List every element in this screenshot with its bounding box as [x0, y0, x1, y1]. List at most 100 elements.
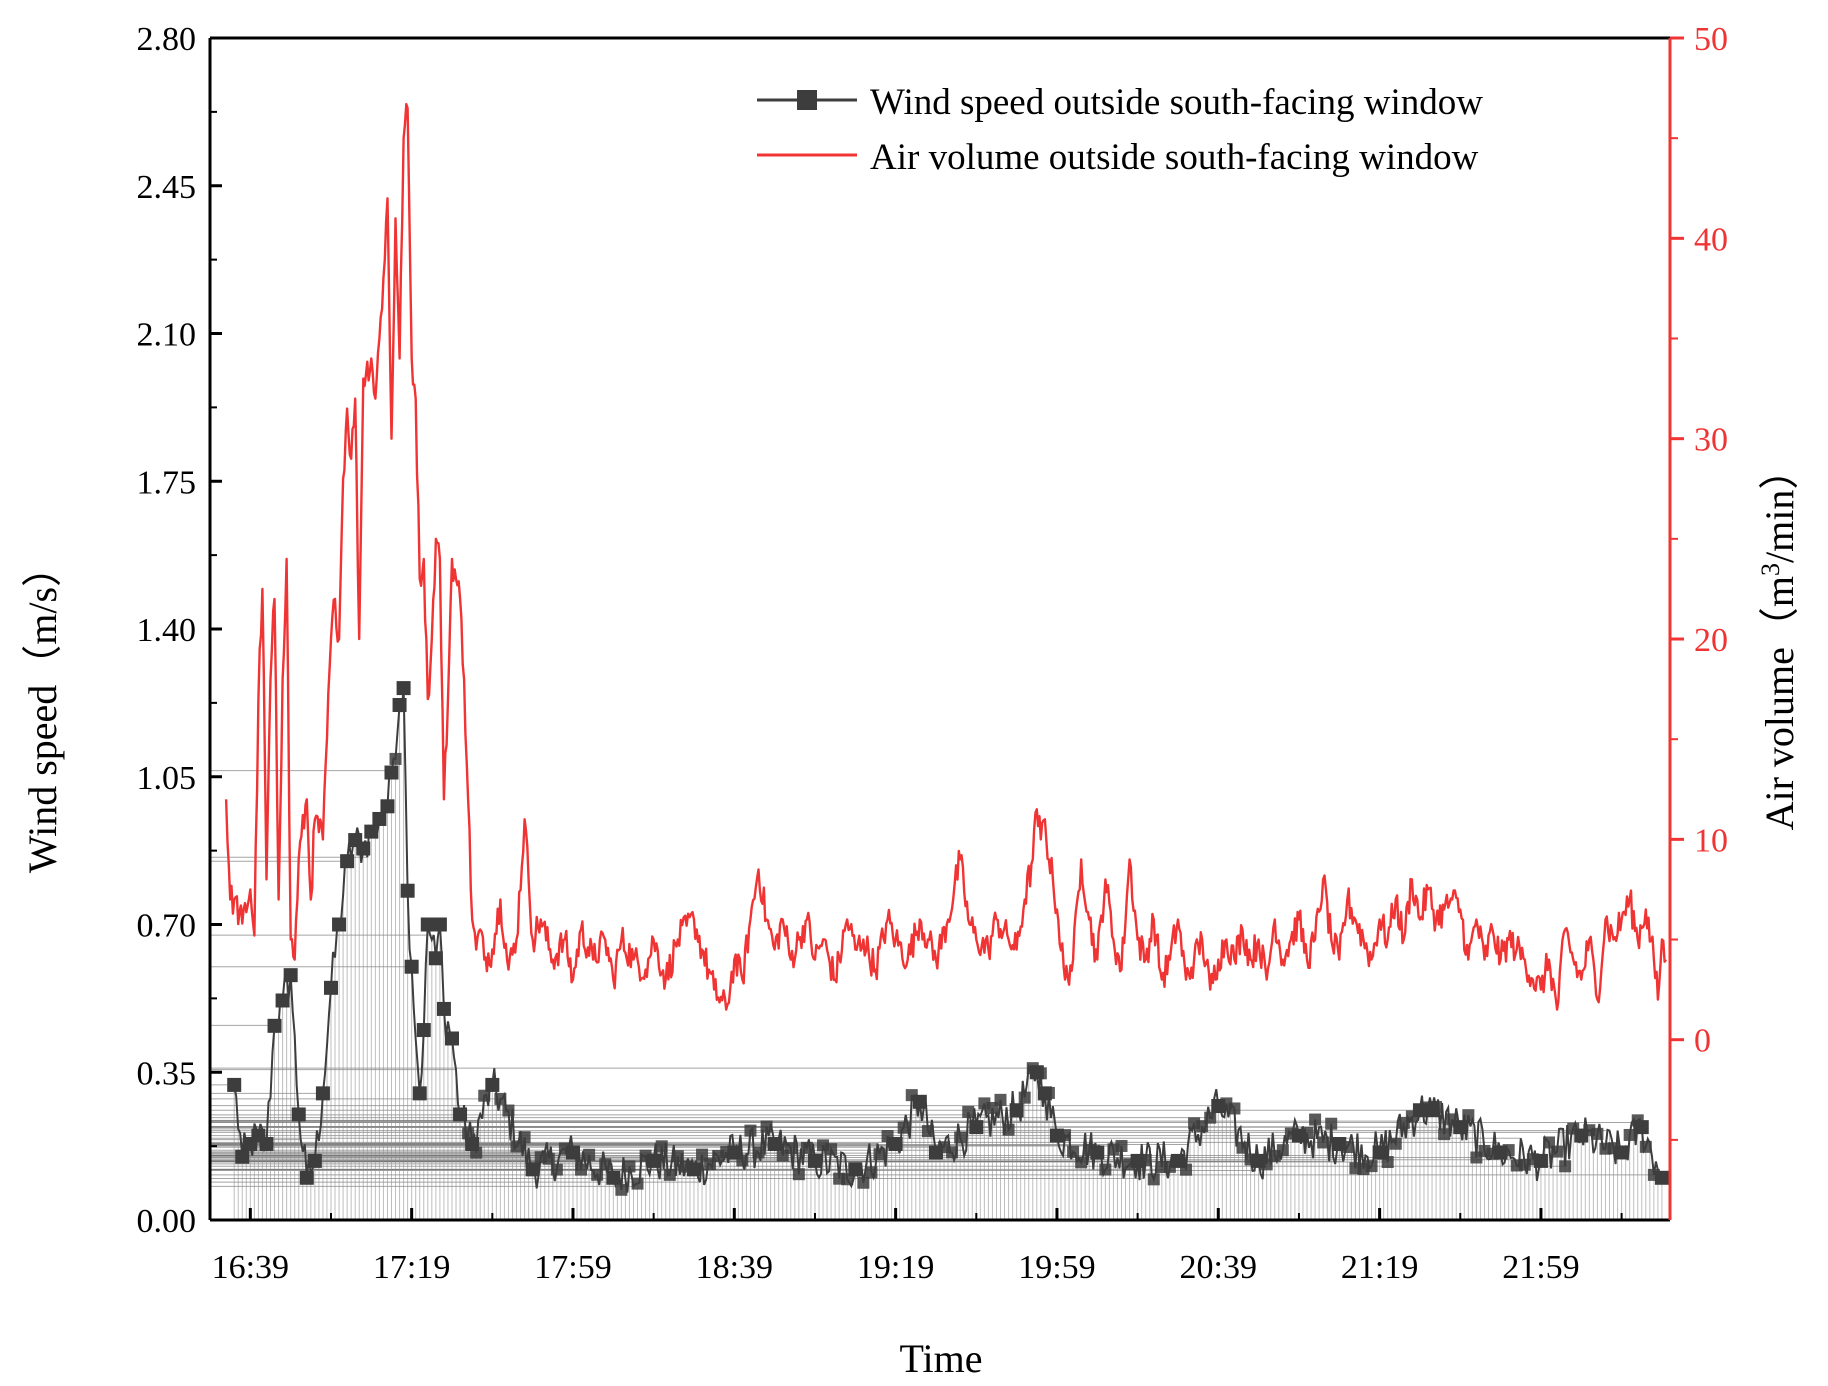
wind-speed-marker: [1002, 1123, 1015, 1136]
wind-speed-marker: [1236, 1141, 1249, 1154]
wind-speed-marker: [671, 1150, 684, 1163]
wind-speed-marker: [599, 1158, 612, 1171]
wind-speed-marker: [392, 697, 407, 712]
wind-speed-marker: [647, 1154, 660, 1167]
wind-speed-marker: [400, 883, 415, 898]
wind-speed-marker: [1502, 1144, 1515, 1157]
wind-speed-marker: [1430, 1101, 1443, 1114]
wind-speed-marker: [1139, 1153, 1152, 1166]
x-axis-title: Time: [899, 1336, 982, 1381]
wind-speed-marker: [1615, 1146, 1628, 1159]
wind-speed-marker: [445, 1032, 458, 1045]
wind-speed-marker: [1462, 1109, 1475, 1122]
wind-speed-marker: [1147, 1173, 1160, 1186]
wind-speed-marker: [526, 1163, 539, 1176]
wind-speed-marker: [655, 1140, 668, 1153]
wind-speed-marker: [760, 1120, 773, 1133]
wind-speed-marker: [607, 1171, 620, 1184]
wind-speed-marker: [736, 1154, 749, 1167]
legend-label-wind-speed: Wind speed outside south-facing window: [870, 82, 1483, 123]
wind-speed-marker: [921, 1125, 934, 1138]
y-right-tick-label: 30: [1694, 422, 1728, 459]
y-left-tick-label: 0.70: [137, 908, 197, 945]
legend-marker-wind-speed: [797, 90, 817, 110]
wind-speed-marker: [752, 1146, 765, 1159]
wind-speed-marker: [1276, 1144, 1289, 1157]
wind-speed-marker: [1543, 1136, 1556, 1149]
wind-speed-marker: [575, 1163, 588, 1176]
y-right-axis-title: Air volume（m3/min）: [1756, 450, 1803, 831]
wind-speed-marker: [1301, 1127, 1314, 1140]
y-right-tick-label: 50: [1694, 21, 1728, 58]
y-right-tick-label: 20: [1694, 622, 1728, 659]
wind-speed-marker: [1018, 1091, 1031, 1104]
y-right-axis-title-unit-suffix: /min）: [1757, 450, 1802, 563]
wind-speed-marker: [1591, 1127, 1604, 1140]
axes-frame: [208, 36, 1684, 1222]
wind-speed-marker: [268, 1019, 281, 1032]
wind-speed-marker: [946, 1146, 959, 1159]
wind-speed-marker: [389, 752, 402, 765]
wind-speed-marker: [1381, 1156, 1394, 1169]
x-tick-label: 18:39: [696, 1249, 773, 1286]
wind-speed-marker: [591, 1168, 604, 1181]
wind-speed-marker: [236, 1150, 249, 1163]
wind-speed-marker: [429, 952, 442, 965]
y-left-axis-title-main: Wind speed: [20, 685, 65, 873]
legend: Wind speed outside south-facing window A…: [757, 82, 1483, 178]
wind-speed-marker: [421, 918, 434, 931]
wind-speed-marker: [696, 1148, 709, 1161]
wind-speed-marker: [397, 682, 410, 695]
wind-speed-marker: [1365, 1160, 1378, 1173]
wind-speed-marker: [384, 765, 399, 780]
legend-label-air-volume: Air volume outside south-facing window: [870, 137, 1479, 178]
wind-speed-marker: [808, 1154, 821, 1167]
wind-speed-marker: [228, 1078, 241, 1091]
wind-speed-marker: [276, 994, 289, 1007]
wind-speed-marker: [1075, 1156, 1088, 1169]
wind-speed-marker: [1204, 1111, 1217, 1124]
wind-speed-marker: [324, 981, 337, 994]
wind-speed-marker: [437, 1002, 450, 1015]
y-left-axis-title-unit: （m/s）: [20, 547, 65, 685]
wind-speed-marker: [784, 1142, 797, 1155]
wind-speed-marker: [1067, 1145, 1080, 1158]
wind-speed-marker: [462, 1127, 475, 1140]
plot-area: [210, 102, 1669, 1220]
wind-speed-marker: [502, 1104, 515, 1117]
wind-speed-marker: [566, 1146, 579, 1159]
x-tick-label: 21:19: [1341, 1249, 1418, 1286]
wind-speed-marker: [284, 969, 297, 982]
wind-speed-marker: [260, 1138, 273, 1151]
wind-speed-marker: [518, 1131, 531, 1144]
wind-speed-marker: [1438, 1128, 1451, 1141]
y-left-axis-title: Wind speed（m/s）: [20, 547, 65, 873]
wind-speed-marker: [381, 800, 394, 813]
wind-speed-marker: [1010, 1104, 1023, 1117]
wind-speed-marker: [478, 1089, 491, 1102]
x-tick-label: 20:39: [1180, 1249, 1257, 1286]
wind-speed-marker: [365, 825, 378, 838]
wind-speed-marker: [962, 1105, 975, 1118]
wind-speed-marker: [1317, 1136, 1330, 1149]
x-tick-label: 19:59: [1018, 1249, 1095, 1286]
y-right-axis-title-main: Air volume: [1757, 647, 1802, 830]
y-right-tick-label: 40: [1694, 221, 1728, 258]
wind-speed-marker: [341, 855, 354, 868]
wind-speed-marker: [405, 960, 418, 973]
wind-speed-marker: [432, 917, 447, 932]
wind-speed-marker: [1389, 1137, 1402, 1150]
wind-speed-marker: [1639, 1140, 1652, 1153]
wind-speed-marker: [1042, 1086, 1055, 1099]
wind-speed-marker: [792, 1168, 805, 1181]
wind-speed-marker: [744, 1124, 757, 1137]
wind-speed-marker: [889, 1138, 902, 1151]
wind-speed-marker: [800, 1141, 813, 1154]
wind-speed-marker: [1115, 1139, 1128, 1152]
wind-speed-marker: [1325, 1117, 1338, 1130]
wind-speed-marker: [292, 1108, 305, 1121]
wind-speed-marker: [1034, 1067, 1047, 1080]
wind-speed-marker: [1059, 1129, 1072, 1142]
wind-speed-marker: [416, 1023, 431, 1038]
